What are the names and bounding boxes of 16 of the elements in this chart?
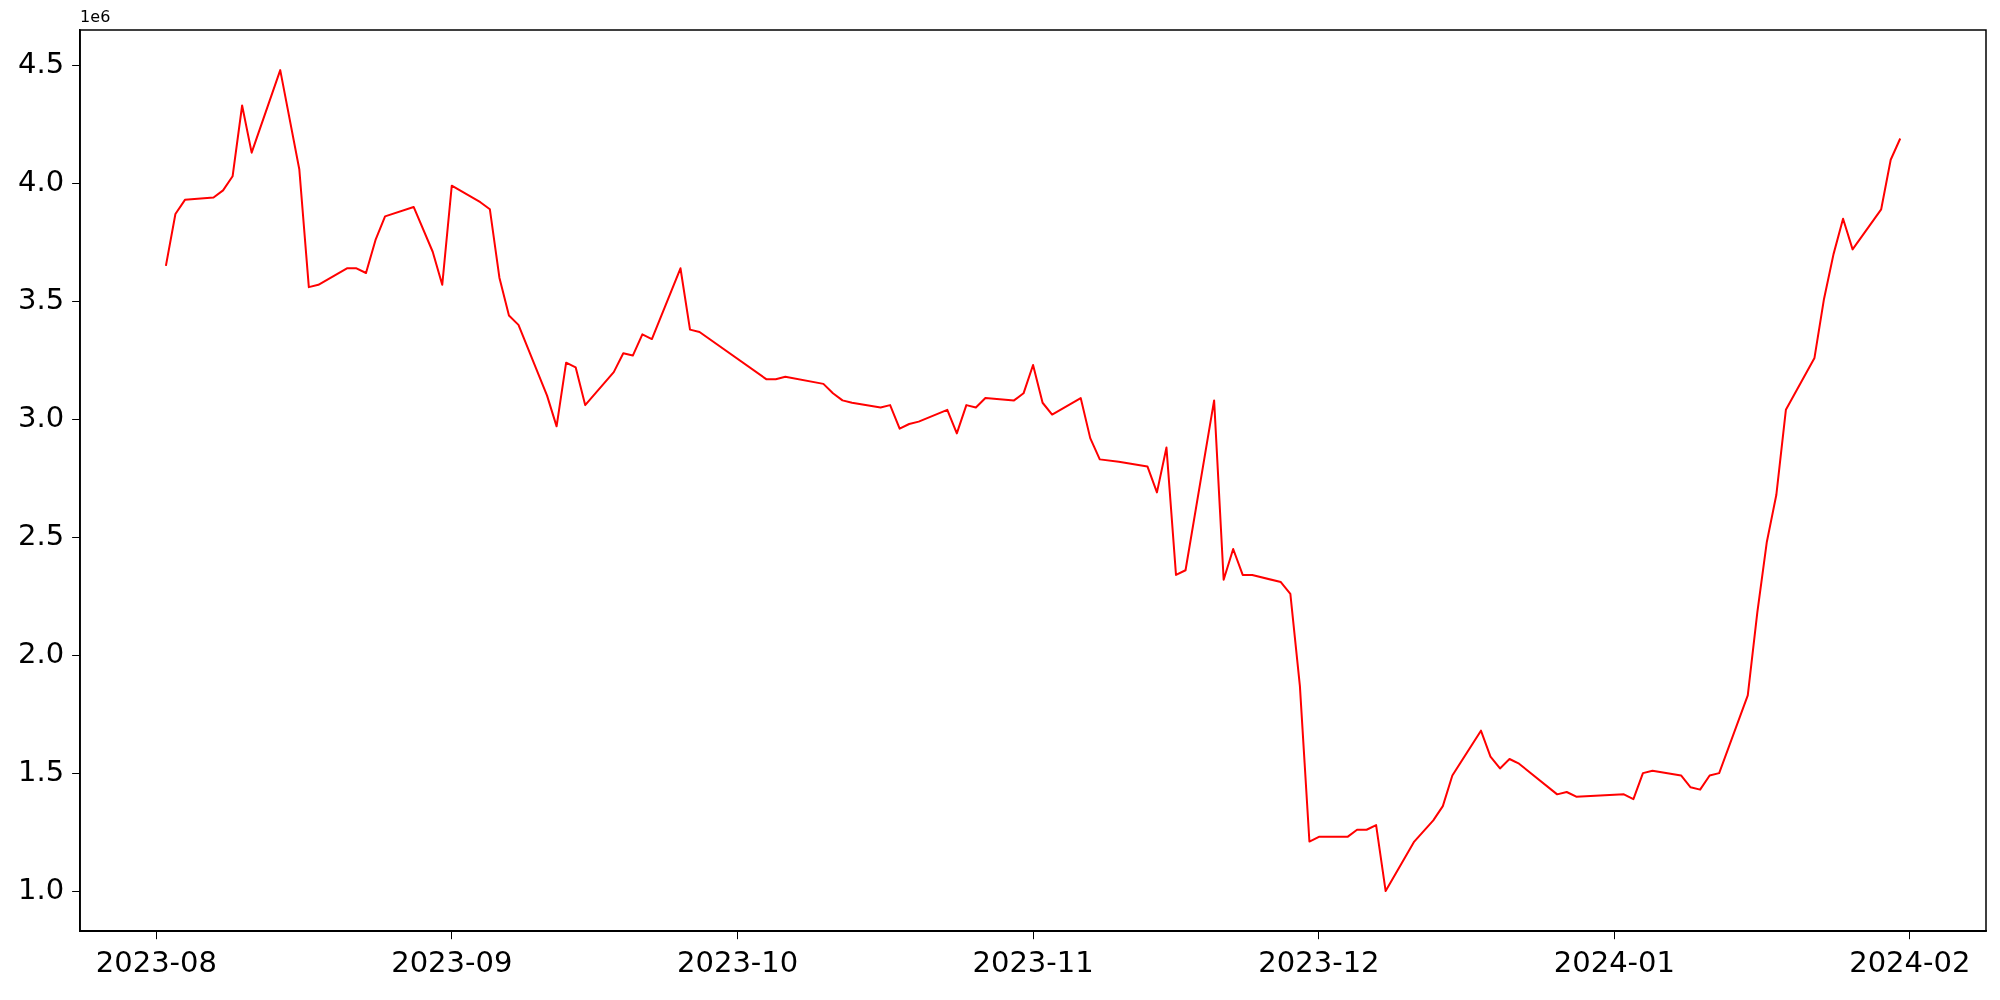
y-tick-label: 2.5	[17, 517, 65, 552]
y-tick-label: 2.0	[17, 635, 65, 670]
y-tick-label: 4.0	[17, 163, 65, 198]
text: 1e6	[80, 7, 111, 27]
y-tick-label: 1.0	[17, 871, 65, 906]
y-tick-label: 4.5	[17, 45, 65, 80]
y-tick-label: 3.0	[17, 399, 65, 434]
x-tick-label: 2023-12	[1258, 945, 1380, 980]
x-tick-label: 2024-02	[1849, 945, 1971, 980]
y-tick-label: 1.5	[17, 753, 65, 788]
x-tick-label: 2023-10	[677, 945, 799, 980]
x-tick-label: 2023-08	[95, 945, 217, 980]
x-tick-label: 2023-09	[391, 945, 513, 980]
x-tick-label: 2023-11	[972, 945, 1094, 980]
x-tick-label: 2024-01	[1553, 945, 1675, 980]
y-tick-label: 3.5	[17, 281, 65, 316]
